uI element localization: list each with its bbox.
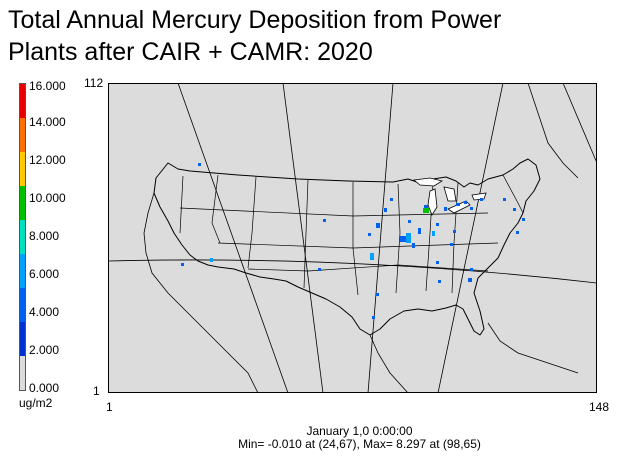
deposition-cells bbox=[181, 163, 525, 319]
deposition-cell bbox=[513, 208, 516, 211]
lake-michigan bbox=[427, 188, 438, 216]
legend-label-14: 14.000 bbox=[29, 115, 66, 129]
deposition-cell bbox=[432, 231, 435, 236]
deposition-cell bbox=[436, 261, 439, 264]
deposition-cell bbox=[372, 316, 375, 319]
deposition-cell bbox=[464, 201, 467, 204]
grid-col-right-label: 148 bbox=[589, 400, 610, 414]
deposition-cell bbox=[390, 198, 393, 201]
us-outline bbox=[153, 158, 541, 336]
color-scale-bar bbox=[19, 83, 26, 391]
state-borders bbox=[179, 174, 524, 296]
deposition-cell bbox=[480, 198, 483, 201]
deposition-cell bbox=[470, 207, 473, 210]
graticule-line-5 bbox=[437, 83, 504, 393]
deposition-cell bbox=[406, 233, 411, 243]
deposition-cell bbox=[376, 293, 379, 296]
us-boundary-path bbox=[153, 158, 541, 336]
legend-swatch-14 bbox=[20, 118, 25, 152]
state-border bbox=[217, 242, 499, 249]
legend-label-4: 4.000 bbox=[29, 305, 60, 319]
legend-swatch-10 bbox=[20, 186, 25, 220]
deposition-cell bbox=[444, 207, 447, 211]
deposition-cell bbox=[384, 208, 387, 212]
deposition-cell bbox=[468, 278, 472, 282]
lake-superior bbox=[413, 177, 444, 187]
deposition-cell bbox=[423, 208, 429, 213]
deposition-cell bbox=[412, 243, 415, 248]
legend-label-10: 10.000 bbox=[29, 191, 66, 205]
grid-col-left-label: 1 bbox=[106, 400, 113, 414]
deposition-cell bbox=[198, 163, 201, 166]
legend-label-16: 16.000 bbox=[29, 79, 66, 93]
grid-row-top-label: 112 bbox=[84, 76, 104, 90]
legend-swatch-8 bbox=[20, 220, 25, 254]
state-border bbox=[395, 183, 401, 294]
pacific-coast bbox=[143, 192, 259, 393]
deposition-cell bbox=[503, 198, 506, 201]
map-minmax-stats: Min= -0.010 at (24,67), Max= 8.297 at (9… bbox=[238, 437, 481, 451]
chart-title-line-1: Total Annual Mercury Deposition from Pow… bbox=[8, 6, 502, 34]
state-border bbox=[179, 207, 489, 217]
deposition-cell bbox=[453, 230, 456, 233]
deposition-cell bbox=[368, 233, 371, 236]
deposition-cell bbox=[318, 268, 321, 271]
deposition-cell bbox=[456, 203, 460, 206]
deposition-cell bbox=[408, 220, 411, 223]
outer-coastlines bbox=[143, 83, 579, 393]
deposition-cell bbox=[376, 223, 380, 228]
graticule-line-4 bbox=[367, 83, 394, 393]
canada-border bbox=[527, 83, 579, 179]
map-canvas bbox=[108, 83, 597, 393]
map-graticule bbox=[108, 83, 597, 393]
gulf-coast bbox=[369, 334, 409, 393]
deposition-cell bbox=[436, 223, 439, 226]
deposition-cell bbox=[438, 280, 441, 283]
legend-swatch-0 bbox=[20, 356, 25, 390]
legend-swatch-12 bbox=[20, 152, 25, 186]
state-border bbox=[303, 179, 309, 289]
deposition-cell bbox=[522, 218, 525, 221]
deposition-map bbox=[108, 83, 597, 393]
deposition-cell bbox=[400, 236, 408, 242]
state-border bbox=[247, 176, 257, 269]
state-border bbox=[247, 264, 489, 272]
legend-swatch-6 bbox=[20, 254, 25, 288]
deposition-cell bbox=[450, 243, 453, 246]
map-timestamp: January 1,0 0:00:00 bbox=[306, 424, 413, 438]
deposition-cell bbox=[323, 219, 326, 222]
lake-huron bbox=[443, 186, 457, 202]
grid-row-bottom-label: 1 bbox=[93, 384, 100, 398]
legend-label-6: 6.000 bbox=[29, 267, 60, 281]
legend-label-8: 8.000 bbox=[29, 229, 60, 243]
graticule-line-6 bbox=[562, 83, 597, 164]
graticule-line-1 bbox=[108, 259, 597, 284]
deposition-cell bbox=[181, 263, 184, 266]
map-background bbox=[108, 83, 597, 393]
legend-swatch-4 bbox=[20, 288, 25, 322]
chart-title-line-2: Plants after CAIR + CAMR: 2020 bbox=[8, 38, 373, 66]
legend-label-0: 0.000 bbox=[29, 381, 60, 395]
graticule-line-3 bbox=[282, 83, 324, 393]
deposition-cell bbox=[370, 253, 374, 260]
graticule-line-2 bbox=[177, 83, 289, 393]
legend-label-2: 2.000 bbox=[29, 343, 60, 357]
state-border bbox=[502, 174, 524, 214]
deposition-cell bbox=[470, 268, 473, 271]
deposition-cell bbox=[210, 258, 213, 262]
deposition-cell bbox=[516, 231, 519, 234]
legend-swatch-2 bbox=[20, 322, 25, 356]
legend-swatch-16 bbox=[20, 84, 25, 118]
caribbean-coast bbox=[487, 322, 579, 374]
deposition-cell bbox=[418, 228, 421, 234]
state-border bbox=[211, 174, 221, 244]
legend-label-12: 12.000 bbox=[29, 153, 66, 167]
state-border bbox=[179, 175, 184, 234]
deposition-cell bbox=[424, 205, 428, 209]
legend-unit-label: ug/m2 bbox=[19, 396, 53, 410]
